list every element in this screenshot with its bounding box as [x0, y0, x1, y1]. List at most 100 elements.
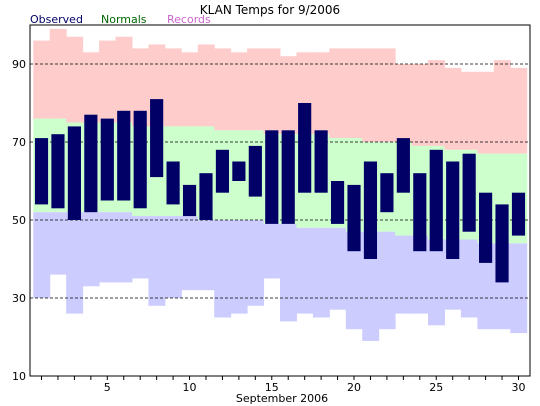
observed-bar-day-17 [298, 103, 312, 193]
observed-bar-day-7 [133, 110, 147, 209]
observed-bar-day-8 [150, 99, 164, 178]
record-high-band [280, 56, 297, 135]
record-low-band [181, 216, 199, 291]
record-high-band [411, 64, 429, 146]
record-high-band [510, 67, 528, 154]
record-low-band [312, 227, 330, 318]
observed-bar-day-19 [330, 181, 345, 224]
observed-bar-day-13 [232, 161, 246, 181]
observed-bar-day-11 [199, 173, 213, 220]
observed-bar-day-24 [413, 173, 427, 252]
y-tick-label: 50 [12, 214, 26, 227]
chart-title: KLAN Temps for 9/2006 [200, 3, 340, 17]
legend-records: Records [167, 13, 211, 26]
record-low-band [378, 231, 396, 330]
x-tick-label: 25 [429, 381, 443, 394]
observed-bar-day-6 [117, 110, 131, 201]
record-high-band [115, 36, 133, 123]
record-high-band [428, 60, 445, 146]
record-high-band [460, 71, 478, 150]
record-low-band [510, 243, 528, 334]
record-high-band [99, 40, 117, 123]
record-low-band [33, 212, 51, 298]
record-high-band [214, 48, 232, 131]
observed-bar-day-18 [314, 130, 328, 193]
record-high-band [395, 64, 413, 142]
record-low-band [477, 243, 495, 330]
observed-bar-day-21 [363, 161, 378, 259]
observed-bar-day-25 [429, 149, 443, 252]
legend-normals: Normals [101, 13, 147, 26]
record-high-band [263, 48, 281, 135]
record-low-band [214, 220, 232, 318]
x-tick-label: 5 [104, 381, 111, 394]
record-low-band [99, 212, 117, 283]
observed-bar-day-30 [511, 192, 526, 236]
record-high-band [444, 67, 462, 150]
record-low-band [411, 235, 429, 314]
observed-bar-day-27 [462, 153, 476, 232]
record-low-band [164, 216, 182, 298]
record-high-band [312, 52, 330, 135]
observed-bar-day-14 [248, 145, 262, 197]
observed-bar-day-20 [347, 184, 361, 252]
record-low-band [230, 220, 248, 314]
record-high-band [33, 40, 51, 119]
observed-bar-day-16 [281, 130, 295, 224]
record-low-band [345, 231, 363, 330]
record-low-band [460, 239, 478, 318]
record-high-band [378, 48, 396, 142]
record-high-band [493, 60, 511, 154]
record-high-band [164, 48, 182, 127]
record-low-band [329, 227, 347, 310]
observed-bar-day-12 [215, 149, 230, 193]
record-low-band [428, 239, 445, 326]
observed-bar-day-26 [446, 161, 460, 259]
record-low-band [131, 216, 149, 279]
record-low-band [296, 227, 314, 314]
y-tick-label: 70 [12, 136, 26, 149]
y-tick-label: 10 [12, 370, 26, 383]
observed-bar-day-9 [166, 161, 180, 205]
record-low-band [115, 212, 133, 283]
observed-bar-day-4 [84, 114, 98, 213]
observed-bar-day-28 [479, 192, 493, 263]
record-high-band [230, 52, 248, 131]
plot-frame [29, 24, 531, 377]
record-high-band [181, 52, 199, 127]
record-low-band [66, 212, 84, 314]
legend-observed: Observed [30, 13, 83, 26]
record-low-band [247, 220, 265, 306]
record-high-band [131, 48, 149, 127]
record-high-band [66, 36, 84, 123]
record-high-band [345, 48, 363, 139]
observed-bar-day-5 [100, 118, 114, 201]
x-axis-label: September 2006 [236, 392, 328, 405]
y-tick-label: 30 [12, 292, 26, 305]
record-low-band [263, 223, 281, 279]
observed-bar-day-1 [34, 138, 49, 205]
observed-bar-day-22 [380, 173, 394, 213]
record-high-band [49, 28, 67, 119]
record-high-band [197, 44, 215, 127]
x-tick-label: 20 [347, 381, 361, 394]
record-low-band [395, 235, 413, 314]
record-low-band [280, 223, 297, 322]
observed-bar-day-29 [495, 204, 509, 283]
record-low-band [49, 212, 67, 275]
observed-bar-day-10 [182, 184, 197, 217]
record-high-band [247, 48, 265, 131]
record-low-band [82, 212, 100, 287]
x-tick-label: 15 [265, 381, 279, 394]
observed-bar-day-23 [396, 138, 410, 193]
plot-area: 10 30 50 70 90 5 10 15 20 25 30 [12, 24, 531, 394]
y-tick-label: 90 [12, 58, 26, 71]
observed-bar-day-2 [51, 134, 65, 209]
observed-bar-day-15 [265, 130, 279, 224]
record-high-band [362, 48, 380, 142]
record-low-band [148, 216, 166, 306]
x-tick-label: 10 [183, 381, 197, 394]
x-tick-label: 30 [511, 381, 525, 394]
record-high-band [82, 52, 100, 123]
